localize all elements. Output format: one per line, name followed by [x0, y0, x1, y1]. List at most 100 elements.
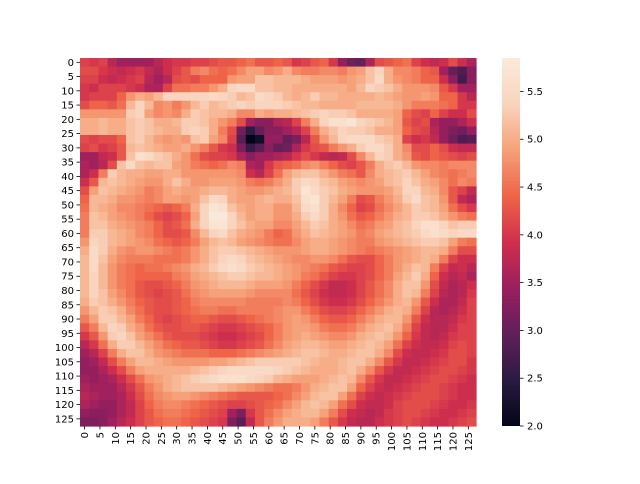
heatmap-cell — [89, 135, 100, 145]
heatmap-cell — [199, 66, 210, 76]
heatmap-cell — [89, 331, 100, 342]
heatmap-cell — [347, 237, 357, 247]
heatmap-cell — [383, 246, 394, 256]
heatmap-cell — [80, 254, 90, 264]
heatmap-cell — [457, 331, 468, 342]
heatmap-cell — [291, 100, 302, 110]
heatmap-cell — [402, 143, 413, 153]
heatmap-cell — [227, 271, 238, 282]
heatmap-cell — [135, 186, 146, 196]
heatmap-cell — [420, 246, 431, 256]
heatmap-cell — [89, 400, 100, 410]
heatmap-cell — [457, 357, 468, 367]
heatmap-cell — [89, 186, 100, 196]
heatmap-cell — [374, 306, 385, 316]
heatmap-cell — [457, 237, 468, 247]
heatmap-cell — [439, 117, 449, 128]
heatmap-cell — [89, 348, 100, 359]
heatmap-cell — [135, 83, 146, 93]
heatmap-cell — [273, 100, 284, 110]
heatmap-cell — [466, 263, 477, 273]
heatmap-cell — [107, 100, 118, 110]
heatmap-cell — [227, 374, 238, 384]
heatmap-cell — [236, 66, 247, 76]
heatmap-cell — [107, 263, 118, 273]
heatmap-cell — [411, 117, 422, 128]
heatmap-cell — [448, 203, 459, 213]
heatmap-cell — [218, 186, 228, 196]
heatmap-cell — [162, 143, 173, 153]
y-tick-label: 20 — [61, 115, 74, 126]
heatmap-cell — [420, 417, 431, 427]
heatmap-cell — [337, 58, 348, 68]
x-tick-label: 30 — [172, 432, 183, 445]
y-tick-label: 95 — [61, 329, 74, 340]
heatmap-cell — [208, 58, 219, 68]
heatmap-cell — [208, 83, 219, 93]
heatmap-cell — [374, 297, 385, 307]
heatmap-cell — [273, 194, 284, 205]
heatmap-cell — [135, 160, 146, 170]
heatmap-cell — [457, 117, 468, 128]
heatmap-cell — [291, 331, 302, 342]
heatmap-cell — [356, 203, 367, 213]
heatmap-cell — [291, 117, 302, 128]
heatmap-cell — [439, 109, 449, 119]
heatmap-cell — [347, 135, 357, 145]
heatmap-cell — [245, 246, 256, 256]
heatmap-cell — [356, 348, 367, 359]
heatmap-cell — [420, 66, 431, 76]
heatmap-cell — [365, 75, 376, 85]
heatmap-cell — [181, 177, 192, 187]
heatmap-cell — [98, 289, 109, 299]
y-tick-label: 90 — [61, 315, 74, 326]
heatmap-cell — [236, 383, 247, 393]
heatmap-cell — [429, 357, 440, 367]
colorbar-tick-label: 4.5 — [527, 183, 543, 194]
heatmap-cell — [347, 186, 357, 196]
heatmap-cell — [153, 75, 164, 85]
heatmap-cell — [291, 314, 302, 324]
heatmap-cell — [218, 348, 228, 359]
heatmap-cell — [273, 297, 284, 307]
heatmap-cell — [393, 263, 403, 273]
heatmap-cell — [411, 348, 422, 359]
heatmap-cell — [448, 135, 459, 145]
heatmap-cell — [116, 100, 127, 110]
heatmap-cell — [301, 220, 311, 230]
heatmap-cell — [402, 391, 413, 401]
heatmap-cell — [181, 212, 192, 222]
heatmap-cell — [282, 314, 293, 324]
heatmap-cell — [254, 135, 265, 145]
heatmap-cell — [393, 143, 403, 153]
heatmap-cell — [328, 271, 339, 282]
heatmap-cell — [439, 220, 449, 230]
heatmap-cell — [236, 280, 247, 290]
colorbar-tick-label: 2.0 — [527, 422, 543, 433]
heatmap-cell — [172, 58, 182, 68]
heatmap-cell — [411, 75, 422, 85]
heatmap-cell — [347, 92, 357, 102]
heatmap-cell — [337, 340, 348, 350]
heatmap-cell — [144, 212, 155, 222]
heatmap-cell — [116, 383, 127, 393]
heatmap-cell — [328, 109, 339, 119]
heatmap-cell — [310, 212, 321, 222]
heatmap-cell — [236, 357, 247, 367]
heatmap-cell — [347, 383, 357, 393]
heatmap-cell — [135, 229, 146, 239]
heatmap-cell — [374, 263, 385, 273]
heatmap-cell — [365, 83, 376, 93]
heatmap-cell — [402, 348, 413, 359]
heatmap-cell — [439, 237, 449, 247]
heatmap-cell — [439, 271, 449, 282]
heatmap-cell — [310, 357, 321, 367]
heatmap-cell — [218, 271, 228, 282]
heatmap-cell — [301, 237, 311, 247]
heatmap-cell — [393, 220, 403, 230]
heatmap-cell — [218, 83, 228, 93]
heatmap-cell — [273, 75, 284, 85]
heatmap-cell — [356, 297, 367, 307]
heatmap-cell — [162, 203, 173, 213]
heatmap-cell — [236, 126, 247, 136]
